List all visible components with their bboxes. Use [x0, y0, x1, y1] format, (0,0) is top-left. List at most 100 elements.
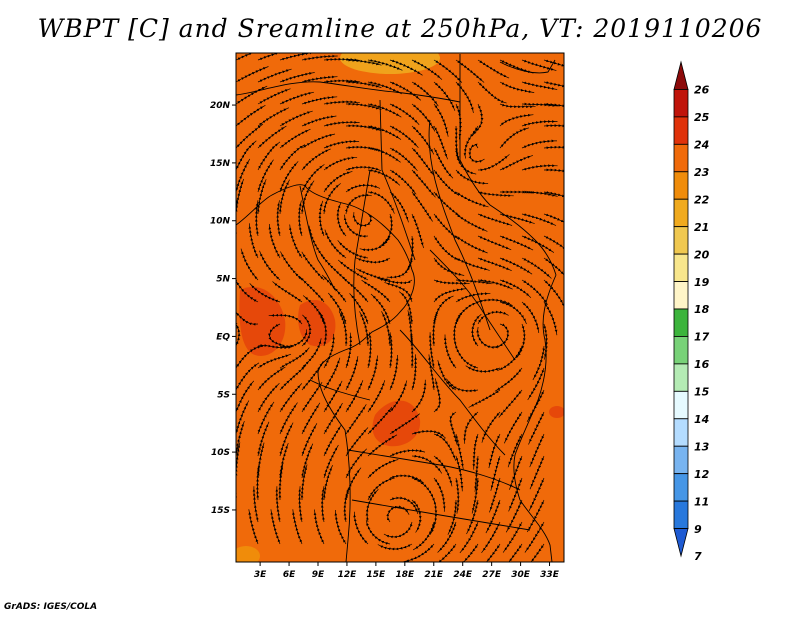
colorbar-swatch — [673, 390, 689, 420]
map-layer — [236, 53, 564, 562]
lon-tick-label: 6E — [283, 570, 296, 580]
streamline — [240, 248, 259, 281]
streamline — [433, 455, 453, 487]
lon-tick-label: 27E — [482, 570, 502, 580]
streamline — [257, 88, 291, 105]
lon-tick-label: 24E — [453, 570, 473, 580]
colorbar-label: 16 — [694, 358, 710, 371]
streamline — [292, 509, 303, 545]
streamline — [279, 91, 314, 105]
streamline — [345, 404, 367, 435]
lat-tick-label: 15S — [211, 506, 230, 516]
streamline — [257, 107, 290, 127]
streamline — [236, 314, 241, 347]
streamline — [455, 235, 488, 254]
streamline — [268, 223, 281, 259]
streamline — [367, 459, 399, 479]
streamline — [455, 169, 489, 185]
streamline — [323, 139, 360, 149]
colorbar-top-arrow — [673, 60, 689, 90]
streamline — [367, 406, 393, 435]
streamline — [521, 139, 557, 149]
streamline — [301, 54, 338, 61]
colorbar-label: 7 — [694, 550, 702, 563]
wbpt-patch-north — [340, 53, 440, 74]
streamline — [345, 165, 382, 172]
streamline — [249, 283, 281, 303]
streamline — [468, 389, 501, 408]
streamline — [411, 103, 436, 132]
streamline — [543, 190, 564, 202]
streamline — [455, 191, 489, 208]
streamline — [521, 301, 540, 333]
colorbar-swatch — [673, 171, 689, 200]
streamline — [477, 191, 514, 198]
streamline — [543, 279, 564, 307]
streamline — [323, 100, 360, 105]
streamline — [411, 191, 433, 222]
map-background — [236, 53, 564, 562]
colorbar-label: 17 — [694, 331, 710, 344]
streamline — [308, 225, 325, 259]
lat-tick-label: 10N — [210, 217, 231, 227]
streamline — [236, 225, 237, 258]
streamline — [433, 433, 457, 461]
streamline — [472, 433, 479, 470]
streamline — [257, 53, 290, 61]
colorbar-swatch — [673, 226, 689, 255]
streamline — [432, 543, 457, 562]
streamline — [477, 81, 507, 104]
colorbar-label: 26 — [694, 84, 710, 97]
lon-tick-label: 12E — [338, 570, 358, 580]
streamline — [236, 104, 266, 127]
streamline — [336, 202, 347, 237]
streamline — [479, 543, 501, 562]
streamline — [334, 509, 347, 545]
colorbar-swatch — [673, 473, 689, 502]
streamline — [377, 277, 413, 285]
streamline — [411, 379, 427, 413]
colorbar-swatch — [673, 336, 689, 365]
streamline — [367, 434, 398, 457]
map-frame — [235, 52, 565, 563]
streamline — [301, 251, 325, 281]
wbpt-patch-southwest — [236, 546, 260, 562]
streamline — [455, 455, 464, 492]
latitude-axis: 20N 15N 10N 5N EQ 5S 10S 15S — [210, 101, 236, 516]
streamline — [279, 128, 311, 149]
streamline — [433, 477, 446, 512]
colorbar-label: 18 — [694, 303, 710, 316]
streamline — [301, 75, 338, 83]
colorbar-swatch — [673, 116, 689, 145]
streamline — [280, 251, 303, 281]
streamline — [456, 543, 479, 562]
streamline — [236, 53, 267, 61]
lat-tick-label: 15N — [210, 159, 231, 169]
streamline — [465, 365, 501, 373]
colorbar-label: 22 — [694, 193, 710, 206]
streamline — [323, 120, 360, 127]
streamline — [301, 95, 338, 105]
streamline — [411, 213, 424, 249]
streamline — [268, 323, 285, 346]
streamline — [389, 169, 417, 195]
streamline — [279, 110, 313, 127]
streamline — [433, 378, 442, 413]
streamline — [463, 125, 479, 159]
streamline — [543, 81, 564, 90]
lon-tick-label: 3E — [254, 570, 267, 580]
streamline — [455, 477, 460, 514]
streamline — [389, 380, 408, 413]
streamline — [389, 413, 420, 435]
streamline — [301, 148, 331, 171]
streamline — [521, 164, 558, 171]
lon-tick-label: 33E — [540, 570, 560, 580]
streamline — [433, 213, 460, 240]
streamline — [355, 257, 391, 264]
streamline — [268, 313, 303, 325]
streamline — [433, 235, 460, 262]
streamline — [477, 213, 513, 226]
streamline — [257, 68, 292, 83]
wbpt-patch-east — [549, 406, 564, 418]
